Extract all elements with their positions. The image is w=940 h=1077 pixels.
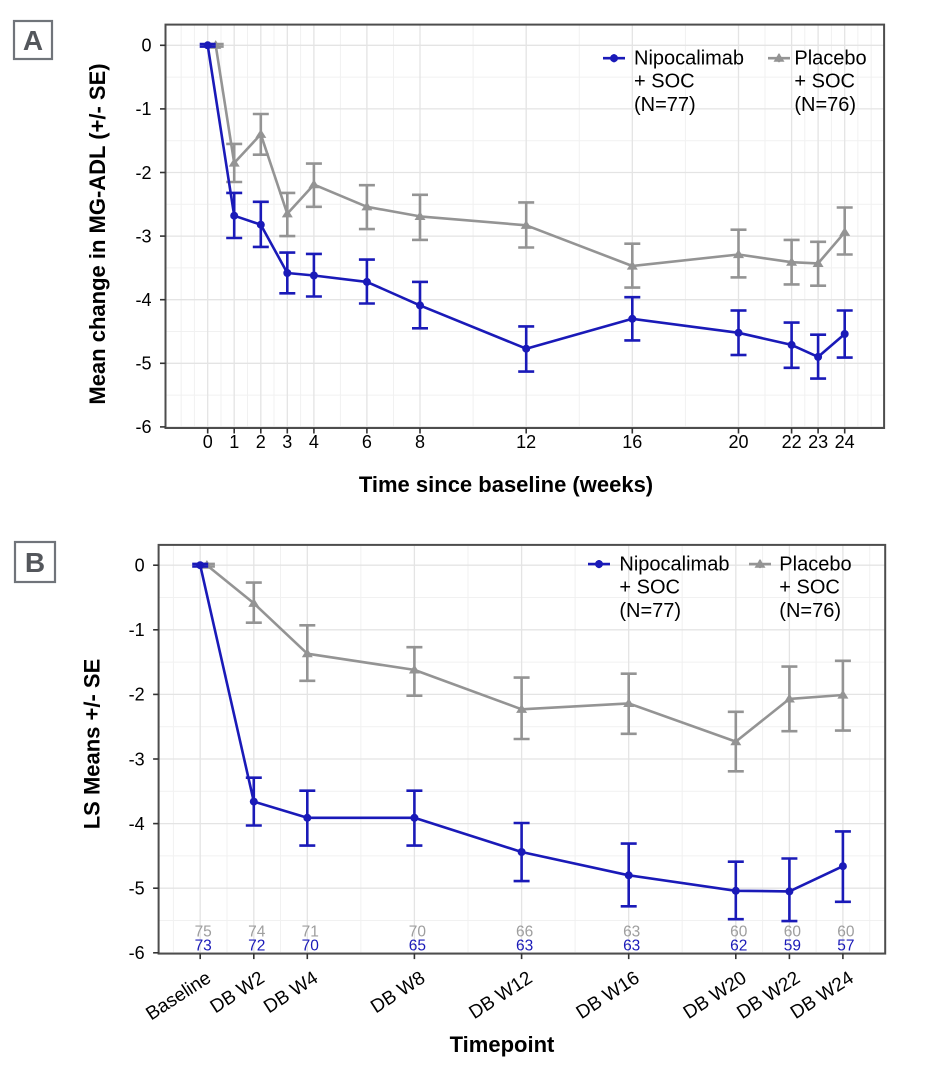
svg-text:63: 63 bbox=[623, 924, 640, 941]
svg-text:Time since baseline (weeks): Time since baseline (weeks) bbox=[359, 472, 653, 497]
svg-text:LS Means +/- SE: LS Means +/- SE bbox=[80, 659, 105, 830]
svg-text:Placebo: Placebo bbox=[779, 553, 851, 575]
svg-text:-3: -3 bbox=[135, 226, 151, 246]
svg-text:Timepoint: Timepoint bbox=[450, 1032, 555, 1057]
svg-text:Nipocalimab: Nipocalimab bbox=[619, 553, 729, 575]
svg-text:71: 71 bbox=[302, 924, 319, 941]
svg-text:-4: -4 bbox=[135, 290, 151, 310]
svg-text:(N=77): (N=77) bbox=[634, 94, 696, 116]
svg-text:0: 0 bbox=[135, 556, 145, 576]
svg-text:63: 63 bbox=[623, 938, 640, 955]
svg-text:-1: -1 bbox=[129, 620, 145, 640]
svg-text:70: 70 bbox=[409, 924, 427, 941]
svg-text:A: A bbox=[23, 25, 43, 56]
svg-text:+ SOC: + SOC bbox=[779, 577, 840, 599]
svg-text:(N=76): (N=76) bbox=[779, 600, 841, 622]
svg-text:Mean change in MG-ADL (+/- SE): Mean change in MG-ADL (+/- SE) bbox=[85, 63, 110, 404]
svg-text:62: 62 bbox=[730, 938, 747, 955]
svg-text:73: 73 bbox=[195, 938, 212, 955]
svg-text:+ SOC: + SOC bbox=[794, 71, 855, 93]
svg-text:-5: -5 bbox=[135, 354, 151, 374]
svg-text:65: 65 bbox=[409, 938, 426, 955]
svg-text:70: 70 bbox=[302, 938, 320, 955]
svg-text:72: 72 bbox=[248, 938, 265, 955]
svg-text:74: 74 bbox=[248, 924, 266, 941]
svg-text:-6: -6 bbox=[135, 417, 151, 437]
svg-text:12: 12 bbox=[516, 432, 536, 452]
svg-text:24: 24 bbox=[835, 432, 855, 452]
svg-text:16: 16 bbox=[622, 432, 642, 452]
svg-text:-2: -2 bbox=[129, 685, 145, 705]
svg-text:57: 57 bbox=[837, 938, 854, 955]
svg-text:(N=77): (N=77) bbox=[619, 600, 681, 622]
svg-text:-3: -3 bbox=[129, 749, 145, 769]
svg-text:-6: -6 bbox=[129, 943, 145, 963]
svg-text:Placebo: Placebo bbox=[794, 48, 866, 70]
svg-text:-2: -2 bbox=[135, 163, 151, 183]
svg-text:(N=76): (N=76) bbox=[794, 94, 856, 116]
svg-text:22: 22 bbox=[782, 432, 802, 452]
svg-text:-5: -5 bbox=[129, 879, 145, 899]
svg-text:60: 60 bbox=[730, 924, 748, 941]
svg-text:8: 8 bbox=[415, 432, 425, 452]
svg-text:60: 60 bbox=[837, 924, 855, 941]
svg-text:75: 75 bbox=[195, 924, 212, 941]
svg-text:60: 60 bbox=[784, 924, 802, 941]
svg-text:-4: -4 bbox=[129, 814, 145, 834]
svg-text:20: 20 bbox=[728, 432, 748, 452]
svg-text:1: 1 bbox=[229, 432, 239, 452]
svg-text:0: 0 bbox=[203, 432, 213, 452]
svg-text:4: 4 bbox=[309, 432, 319, 452]
svg-text:63: 63 bbox=[516, 938, 533, 955]
svg-text:23: 23 bbox=[808, 432, 828, 452]
svg-text:3: 3 bbox=[282, 432, 292, 452]
svg-text:0: 0 bbox=[141, 36, 151, 56]
svg-text:+ SOC: + SOC bbox=[634, 71, 695, 93]
svg-text:+ SOC: + SOC bbox=[619, 577, 680, 599]
svg-text:59: 59 bbox=[784, 938, 801, 955]
svg-text:2: 2 bbox=[256, 432, 266, 452]
svg-text:B: B bbox=[25, 547, 45, 578]
svg-text:66: 66 bbox=[516, 924, 533, 941]
svg-text:6: 6 bbox=[362, 432, 372, 452]
svg-text:Nipocalimab: Nipocalimab bbox=[634, 48, 744, 70]
svg-text:-1: -1 bbox=[135, 99, 151, 119]
